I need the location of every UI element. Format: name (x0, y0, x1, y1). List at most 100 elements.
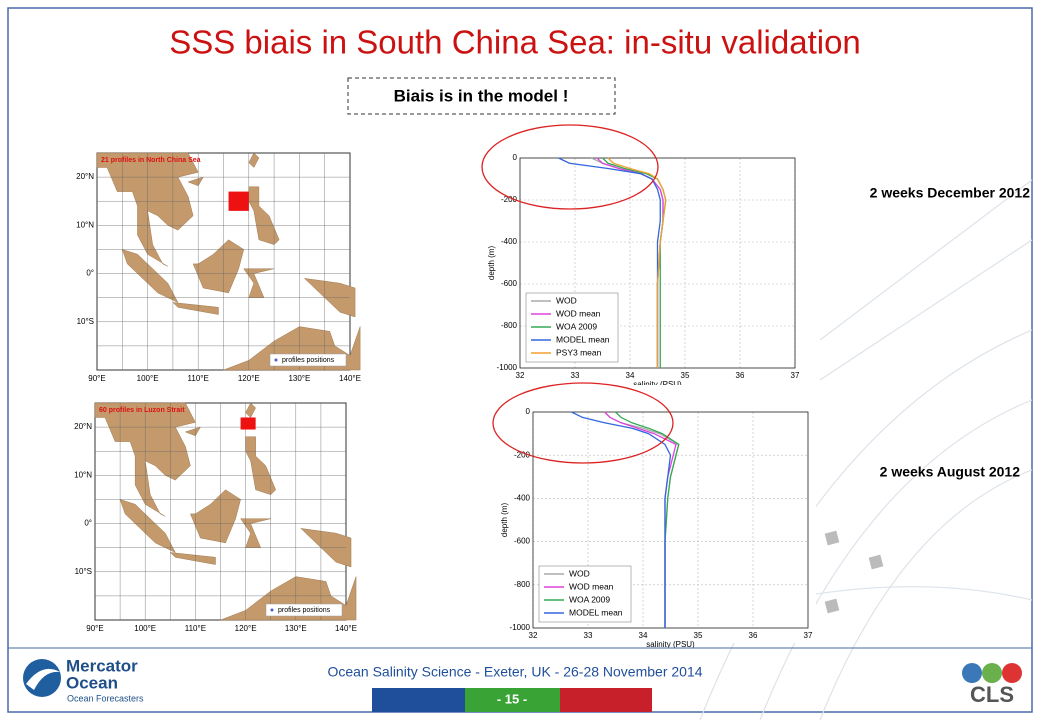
region-box (228, 191, 249, 211)
lat-label: 10°S (75, 567, 92, 576)
y-axis-label: depth (m) (487, 246, 496, 281)
y-tick-label: -200 (501, 195, 518, 204)
page-number: - 15 - (497, 691, 527, 706)
map: 60 profiles in Luzon Strait 20°N 10°N 0° 10°… (44, 393, 406, 633)
logo-tagline: Ocean Forecasters (67, 693, 144, 703)
footer-bar-red (560, 688, 652, 712)
lon-label: 120°E (238, 374, 260, 383)
map: 21 profiles in North China Sea 20°N 10°N 0°… (44, 140, 406, 383)
lat-label: 10°N (74, 470, 92, 479)
profile-caption: 2 weeks December 2012 (870, 185, 1031, 201)
land (245, 402, 256, 418)
slide-title: SSS biais in South China Sea: in-situ va… (169, 24, 861, 61)
map-legend-dot (274, 358, 278, 362)
lon-label: 130°E (285, 624, 307, 633)
region-box (240, 417, 256, 430)
land (119, 499, 176, 554)
lat-label: 10°N (76, 220, 94, 229)
x-tick-label: 34 (639, 631, 648, 640)
y-tick-label: 0 (513, 153, 518, 162)
conference: Ocean Salinity Science - Exeter, UK - 26… (327, 664, 702, 680)
x-tick-label: 35 (694, 631, 703, 640)
lat-label: 0° (86, 269, 94, 278)
legend-label: WOA 2009 (569, 594, 610, 604)
land (184, 426, 201, 437)
logo-text: CLS (970, 682, 1014, 707)
callout-text: Biais is in the model ! (394, 86, 569, 105)
land (172, 302, 219, 315)
logo-text: Ocean (66, 673, 118, 692)
footer-bar-blue (372, 688, 465, 712)
lat-label: 20°N (76, 172, 94, 181)
profile-chart: 32 33 34 35 36 37 0 -200 -400 -600 -800 -1000 salini… (486, 385, 816, 649)
x-tick-label: 37 (804, 631, 813, 640)
x-tick-label: 34 (626, 371, 635, 380)
legend-label: WOD (556, 295, 577, 305)
legend-label: PSY3 mean (556, 347, 602, 357)
x-tick-label: 32 (516, 371, 525, 380)
x-tick-label: 37 (791, 371, 800, 380)
highlight-ellipse (492, 382, 674, 464)
plot-bg (486, 385, 816, 643)
x-axis-label: salinity (PSU) (633, 380, 682, 389)
lon-label: 120°E (235, 624, 257, 633)
y-tick-label: -200 (514, 450, 531, 459)
legend-label: WOD mean (569, 581, 614, 591)
profile-chart: 32 33 34 35 36 37 0 -200 -400 -600 -800 -1000 salini… (484, 130, 802, 389)
legend-label: WOD (569, 568, 590, 578)
x-tick-label: 32 (529, 631, 538, 640)
lon-label: 130°E (288, 374, 310, 383)
legend-label: MODEL mean (569, 607, 623, 617)
logo-text: Mercator (66, 656, 138, 675)
lon-label: 140°E (339, 374, 361, 383)
land (248, 152, 260, 168)
lon-label: 110°E (185, 624, 206, 633)
y-tick-label: -800 (501, 321, 518, 330)
profiles: 32 33 34 35 36 37 0 -200 -400 -600 -800 -1000 salini… (484, 130, 816, 649)
lon-label: 100°E (134, 624, 156, 633)
y-tick-label: -400 (501, 237, 518, 246)
callout-box (347, 77, 616, 115)
lon-label: 110°E (188, 374, 209, 383)
land (121, 249, 179, 304)
lon-label: 140°E (335, 624, 357, 633)
lat-label: 10°S (77, 317, 94, 326)
y-tick-label: -600 (501, 279, 518, 288)
x-tick-label: 36 (736, 371, 745, 380)
x-axis-label: salinity (PSU) (646, 640, 695, 649)
map-legend-text: profiles positions (282, 357, 335, 364)
x-tick-label: 33 (584, 631, 593, 640)
highlight-ellipse (481, 124, 659, 210)
legend-label: MODEL mean (556, 334, 610, 344)
map-title: 60 profiles in Luzon Strait (99, 407, 185, 414)
map-legend-dot (270, 608, 274, 612)
y-axis-label: depth (m) (500, 503, 509, 538)
profile-line (571, 411, 672, 628)
land (169, 552, 216, 565)
lon-label: 90°E (88, 374, 105, 383)
background-squares (824, 530, 884, 614)
x-tick-label: 35 (681, 371, 690, 380)
y-tick-label: -1000 (497, 363, 518, 372)
y-tick-label: -1000 (510, 623, 531, 632)
map-legend-box (269, 353, 347, 367)
map-title: 21 profiles in North China Sea (101, 157, 201, 164)
map-legend-box (265, 603, 343, 617)
land (187, 176, 204, 187)
profile-caption: 2 weeks August 2012 (880, 464, 1021, 480)
y-tick-label: -600 (514, 537, 531, 546)
lon-label: 100°E (137, 374, 159, 383)
cls-logo: CLS (962, 663, 1022, 707)
lat-label: 20°N (74, 422, 92, 431)
map-legend-text: profiles positions (278, 607, 331, 614)
x-tick-label: 33 (571, 371, 580, 380)
lat-label: 0° (84, 519, 92, 528)
x-tick-label: 36 (749, 631, 758, 640)
footer-bar-green (465, 688, 560, 712)
y-tick-label: -800 (514, 580, 531, 589)
maps: 21 profiles in North China Sea 20°N 10°N 0°… (44, 140, 406, 633)
profile-line (607, 157, 667, 368)
y-tick-label: 0 (526, 407, 531, 416)
y-tick-label: -400 (514, 494, 531, 503)
